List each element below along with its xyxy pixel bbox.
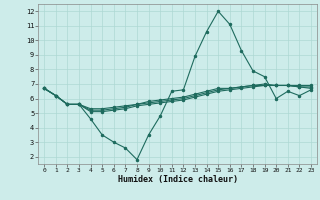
X-axis label: Humidex (Indice chaleur): Humidex (Indice chaleur) <box>118 175 238 184</box>
